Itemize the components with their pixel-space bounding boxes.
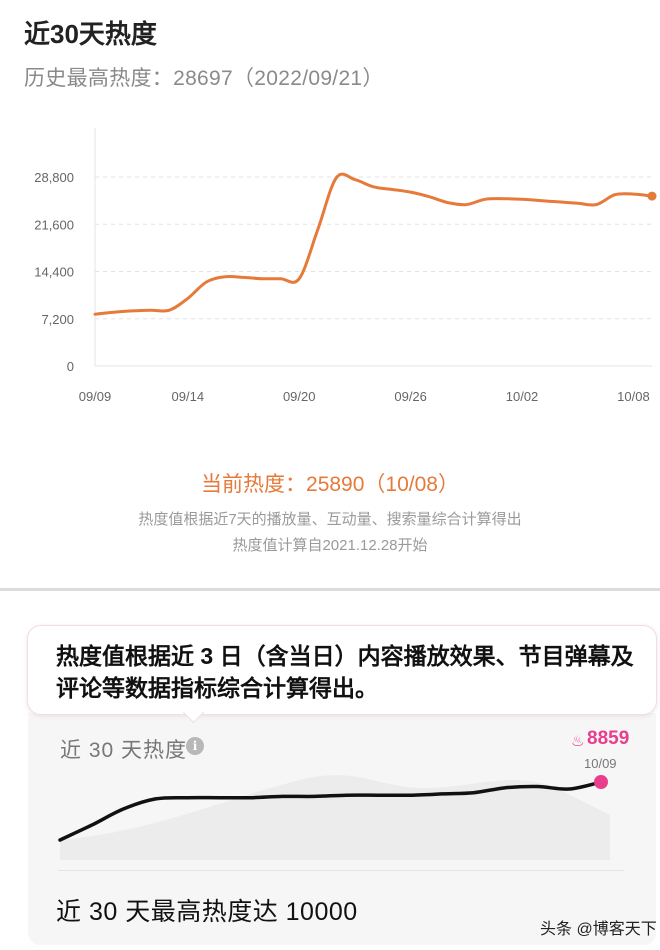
- flame-icon: ♨: [571, 733, 585, 750]
- max-heat-text: 近 30 天最高热度达 10000: [56, 898, 358, 926]
- card-divider: [58, 870, 624, 871]
- x-tick-label: 10/02: [506, 389, 539, 404]
- x-tick-label: 09/20: [283, 389, 316, 404]
- history-max-text: 历史最高热度：28697（2022/09/21）: [24, 67, 384, 90]
- y-tick-label: 28,800: [34, 170, 74, 185]
- y-tick-label: 14,400: [34, 265, 74, 280]
- heat-line-chart: 0 7,200 14,400 21,600 28,800 09/09 09/14 09/20…: [34, 128, 657, 404]
- last-point-marker: [647, 191, 657, 201]
- explanation-tooltip: 热度值根据近 3 日（含当日）内容播放效果、节目弹幕及评论等数据指标综合计算得出…: [27, 625, 657, 715]
- calc-start-note: 热度值计算自2021.12.28开始: [232, 537, 428, 554]
- info-icon[interactable]: i: [186, 737, 204, 755]
- calc-note: 热度值根据近7天的播放量、互动量、搜索量综合计算得出: [138, 511, 522, 528]
- x-tick-label: 09/14: [172, 389, 205, 404]
- heat-series-line: [93, 172, 654, 316]
- x-tick-label: 09/26: [394, 389, 427, 404]
- current-heat-text: 当前热度：25890（10/08）: [201, 473, 459, 496]
- y-tick-label: 7,200: [41, 312, 74, 327]
- sparkline-title: 近 30 天热度: [60, 739, 188, 762]
- x-tick-label: 10/08: [617, 389, 650, 404]
- tooltip-text: 热度值根据近 3 日（含当日）内容播放效果、节目弹幕及评论等数据指标综合计算得出…: [56, 643, 634, 701]
- top-card: 近30天热度 历史最高热度：28697（2022/09/21） 0 7,200 14…: [0, 0, 660, 588]
- current-point-marker: [594, 775, 608, 789]
- y-tick-label: 0: [67, 359, 74, 374]
- watermark: 头条 @博客天下: [540, 921, 657, 938]
- chart-title: 近30天热度: [24, 19, 157, 49]
- heat-sparkline: [58, 775, 610, 860]
- heat-sparkline-line: [58, 780, 603, 842]
- x-tick-label: 09/09: [79, 389, 112, 404]
- current-heat-badge: 8859: [587, 728, 630, 749]
- y-tick-label: 21,600: [34, 217, 74, 232]
- background-mountain: [60, 775, 610, 860]
- current-heat-date: 10/09: [584, 756, 617, 771]
